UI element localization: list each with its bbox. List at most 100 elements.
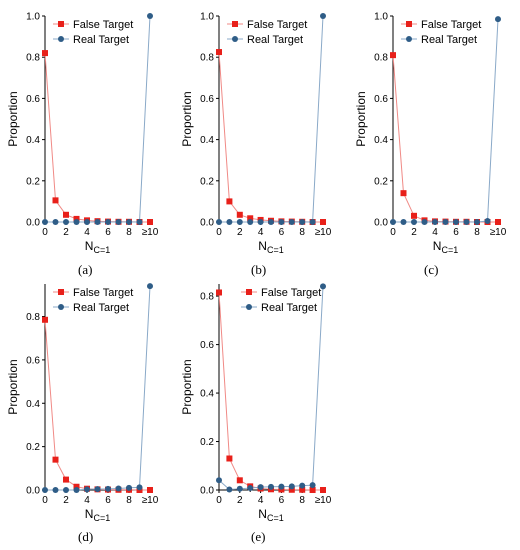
chart-5-y-tick-label: 0.4 xyxy=(200,389,214,400)
chart-2-false-target-line xyxy=(218,52,323,223)
chart-1-false-target-point xyxy=(42,50,48,57)
chart-4-y-tick-label: 0.2 xyxy=(26,442,40,453)
chart-1-legend-real-target-label: Real Target xyxy=(73,34,129,46)
chart-2-false-target-point xyxy=(216,49,222,56)
chart-2-real-target-point xyxy=(216,219,222,225)
chart-3-x-tick-label: 4 xyxy=(432,227,438,238)
chart-5-false-target-point xyxy=(216,289,222,296)
chart-2-real-target-point xyxy=(278,219,285,225)
chart-2-legend-real-target-marker xyxy=(232,36,238,42)
chart-3-real-target-point xyxy=(400,219,407,225)
chart-2-false-target-point xyxy=(320,219,326,225)
chart-5-legend-real-target-label: Real Target xyxy=(261,302,317,314)
chart-2-y-tick-label: 0.6 xyxy=(200,94,214,105)
chart-3-real-target-line xyxy=(393,19,499,223)
chart-2-real-target-point xyxy=(226,219,233,225)
chart-1-real-target-point xyxy=(105,219,111,225)
chart-2-real-target-point xyxy=(257,219,264,225)
chart-4-x-tick-label: 4 xyxy=(84,495,90,506)
chart-3-y-tick-label: 0.2 xyxy=(374,176,388,187)
chart-5-x-tick-label: 2 xyxy=(237,495,243,506)
chart-3-x-tick-label: 2 xyxy=(411,227,417,238)
chart-3-false-target-line xyxy=(392,55,498,223)
chart-5-real-target-point xyxy=(299,482,306,489)
chart-4-y-axis-label: Proportion xyxy=(6,359,20,414)
chart-5-false-target-line xyxy=(218,292,323,491)
chart-1-real-target-point xyxy=(126,219,132,225)
chart-5-x-tick-label: 0 xyxy=(216,495,222,506)
chart-4-x-tick-label: 6 xyxy=(105,495,111,506)
chart-5-y-tick-label: 0.2 xyxy=(200,437,214,448)
chart-5-x-tick-label: 4 xyxy=(258,495,264,506)
chart-5-false-target-point xyxy=(320,487,326,493)
chart-3-legend-false-target-label: False Target xyxy=(421,19,481,31)
chart-5-false-target-point xyxy=(226,455,233,462)
chart-3-real-target-point xyxy=(421,219,428,225)
chart-3-real-target-point xyxy=(390,219,396,225)
chart-5-real-target-line xyxy=(218,286,324,491)
chart-2-false-target-point xyxy=(236,211,243,218)
chart-1-x-tick-label: 4 xyxy=(84,227,90,238)
chart-3-x-tick-label: 0 xyxy=(390,227,396,238)
chart-3-real-target-point xyxy=(495,16,501,23)
chart-1-y-axis-label: Proportion xyxy=(6,91,20,146)
chart-1-y-tick-label: 0.6 xyxy=(26,94,40,105)
chart-5-x-tick-label: 8 xyxy=(299,495,305,506)
chart-5-real-target-point xyxy=(236,485,243,492)
chart-1-x-axis-label: NC=1 xyxy=(85,239,110,255)
chart-1-y-tick-label: 1.0 xyxy=(26,12,40,23)
chart-5-real-target-point xyxy=(320,283,326,290)
chart-2-x-tick-label: ≥10 xyxy=(315,227,332,238)
chart-1-y-tick-label: 0.4 xyxy=(26,135,40,146)
chart-4-legend-false-target-label: False Target xyxy=(73,287,133,299)
chart-5-real-target-point xyxy=(278,483,285,490)
chart-2-legend-real-target-label: Real Target xyxy=(247,34,303,46)
chart-2-real-target-point xyxy=(309,219,316,225)
chart-2-real-target-line xyxy=(219,15,324,223)
panel-label-a: (a) xyxy=(78,262,93,277)
chart-2-real-target-point xyxy=(299,219,306,225)
chart-5-legend-false-target-label: False Target xyxy=(261,287,321,299)
chart-1-y-tick-label: 0.8 xyxy=(26,53,40,64)
chart-4-real-target-point xyxy=(147,283,153,290)
chart-4-real-target-line xyxy=(45,286,151,491)
chart-3-x-tick-label: 6 xyxy=(453,227,459,238)
chart-1-false-target-point xyxy=(147,219,153,225)
chart-4-real-target-point xyxy=(84,486,90,493)
chart-1-x-tick-label: 6 xyxy=(105,227,111,238)
chart-5-real-target-point xyxy=(309,482,316,489)
chart-1-real-target-point xyxy=(147,13,153,19)
chart-3-real-target-point xyxy=(432,219,438,225)
chart-2-y-tick-label: 0.8 xyxy=(200,53,214,64)
chart-4-real-target-point xyxy=(115,485,122,492)
chart-5-false-target-point xyxy=(309,487,316,493)
chart-5-y-axis-label: Proportion xyxy=(180,359,194,414)
chart-1-y-tick-label: 0.0 xyxy=(26,218,40,229)
chart-5-false-target-point xyxy=(288,486,295,493)
chart-1-real-target-point xyxy=(84,219,90,225)
chart-4-false-target-point xyxy=(147,487,153,493)
chart-4-x-tick-label: 0 xyxy=(42,495,48,506)
chart-5-legend-false-target-marker xyxy=(246,289,252,295)
chart-4-y-tick-label: 0.4 xyxy=(26,399,40,410)
chart-5-real-target-point xyxy=(257,484,264,491)
chart-5-y-tick-label: 0.6 xyxy=(200,340,214,351)
chart-3-false-target-point xyxy=(495,219,501,225)
chart-3-y-tick-label: 0.6 xyxy=(374,94,388,105)
chart-2-y-axis-label: Proportion xyxy=(180,91,194,146)
chart-4-legend-real-target-marker xyxy=(58,304,64,310)
chart-5-y-tick-label: 0.8 xyxy=(200,292,214,303)
chart-2-x-tick-label: 0 xyxy=(216,227,222,238)
chart-5-x-tick-label: 6 xyxy=(279,495,285,506)
chart-5-false-target-point xyxy=(236,477,243,484)
panel-label-c: (c) xyxy=(424,262,439,277)
chart-1-legend-real-target-marker xyxy=(58,36,64,42)
panel-label-b: (b) xyxy=(251,262,267,277)
chart-1-false-target-point xyxy=(73,215,80,222)
chart-4-false-target-point xyxy=(73,483,80,490)
chart-5-y-tick-label: 0.0 xyxy=(200,486,214,497)
chart-2-real-target-point xyxy=(320,13,326,19)
chart-2-x-tick-label: 6 xyxy=(279,227,285,238)
chart-3-real-target-point xyxy=(442,219,449,225)
